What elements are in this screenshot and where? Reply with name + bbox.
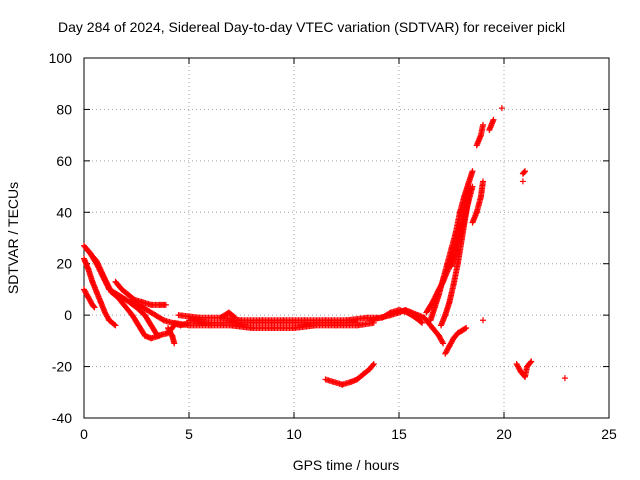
data-point — [480, 317, 486, 324]
data-point — [156, 332, 163, 339]
data-point — [528, 358, 535, 365]
y-axis-label: SDTVAR / TECUs — [5, 182, 21, 294]
x-tick-label: 15 — [391, 426, 407, 442]
y-tick-label: 100 — [49, 50, 73, 66]
data-point — [463, 325, 470, 331]
plot-frame — [83, 57, 610, 419]
x-tick-label: 10 — [286, 426, 302, 442]
data-points — [81, 105, 568, 388]
data-point — [522, 168, 528, 175]
y-tick-label: -40 — [52, 410, 72, 426]
y-tick-label: 20 — [56, 256, 72, 272]
data-point — [439, 339, 446, 346]
data-point — [519, 178, 526, 185]
data-point — [498, 105, 505, 112]
data-point — [369, 362, 376, 369]
data-point — [354, 319, 360, 326]
data-point — [527, 359, 534, 366]
data-point — [561, 375, 568, 382]
data-point — [162, 301, 169, 308]
data-point — [480, 178, 486, 185]
data-point — [370, 361, 377, 367]
grid — [84, 58, 609, 418]
data-point — [90, 303, 97, 310]
data-point — [469, 168, 476, 175]
data-point — [480, 121, 486, 128]
data-point — [418, 319, 425, 325]
data-point — [469, 183, 476, 190]
y-tick-label: 80 — [56, 101, 72, 117]
chart-title: Day 284 of 2024, Sidereal Day-to-day VTE… — [58, 19, 565, 35]
x-tick-label: 25 — [601, 426, 617, 442]
data-point — [521, 169, 528, 175]
data-point — [111, 321, 118, 328]
data-point — [462, 325, 469, 332]
data-point — [440, 340, 447, 347]
y-tick-label: -20 — [52, 359, 72, 375]
y-tick-label: 0 — [64, 307, 72, 323]
data-point — [419, 319, 426, 326]
data-point — [490, 116, 497, 123]
y-tick-label: 60 — [56, 153, 72, 169]
x-tick-label: 20 — [496, 426, 512, 442]
x-tick-label: 0 — [80, 426, 88, 442]
y-tick-label: 40 — [56, 204, 72, 220]
x-axis-label: GPS time / hours — [293, 457, 400, 473]
data-point — [112, 322, 119, 329]
data-point — [171, 340, 178, 347]
x-tick-label: 5 — [185, 426, 193, 442]
data-point — [91, 304, 98, 311]
data-point — [232, 314, 239, 321]
x-axis-ticks: 0 5 10 15 20 25 — [80, 58, 617, 442]
data-point — [231, 313, 238, 320]
y-axis-ticks: -40 -20 0 20 40 60 80 100 — [49, 50, 609, 426]
